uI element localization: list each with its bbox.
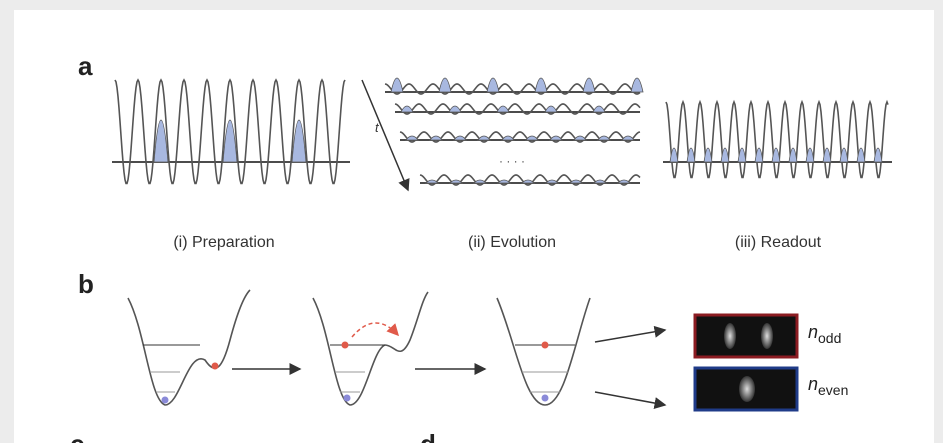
symbol: n: [808, 374, 818, 394]
stage-caption: (i) Preparation: [173, 234, 274, 251]
subscript: even: [818, 382, 848, 398]
stage-caption: (iii) Readout: [735, 234, 822, 251]
figure: a (i) Preparation (ii) Evolution (iii) R…: [0, 0, 943, 443]
panel-label: c: [70, 429, 84, 443]
ellipsis: · · · ·: [499, 154, 525, 168]
stage-caption: (ii) Evolution: [468, 234, 556, 251]
panel-label: d: [420, 429, 436, 443]
subscript: odd: [818, 330, 841, 346]
panel-label: a: [78, 51, 93, 81]
symbol: n: [808, 322, 818, 342]
panel-label: b: [78, 269, 94, 299]
